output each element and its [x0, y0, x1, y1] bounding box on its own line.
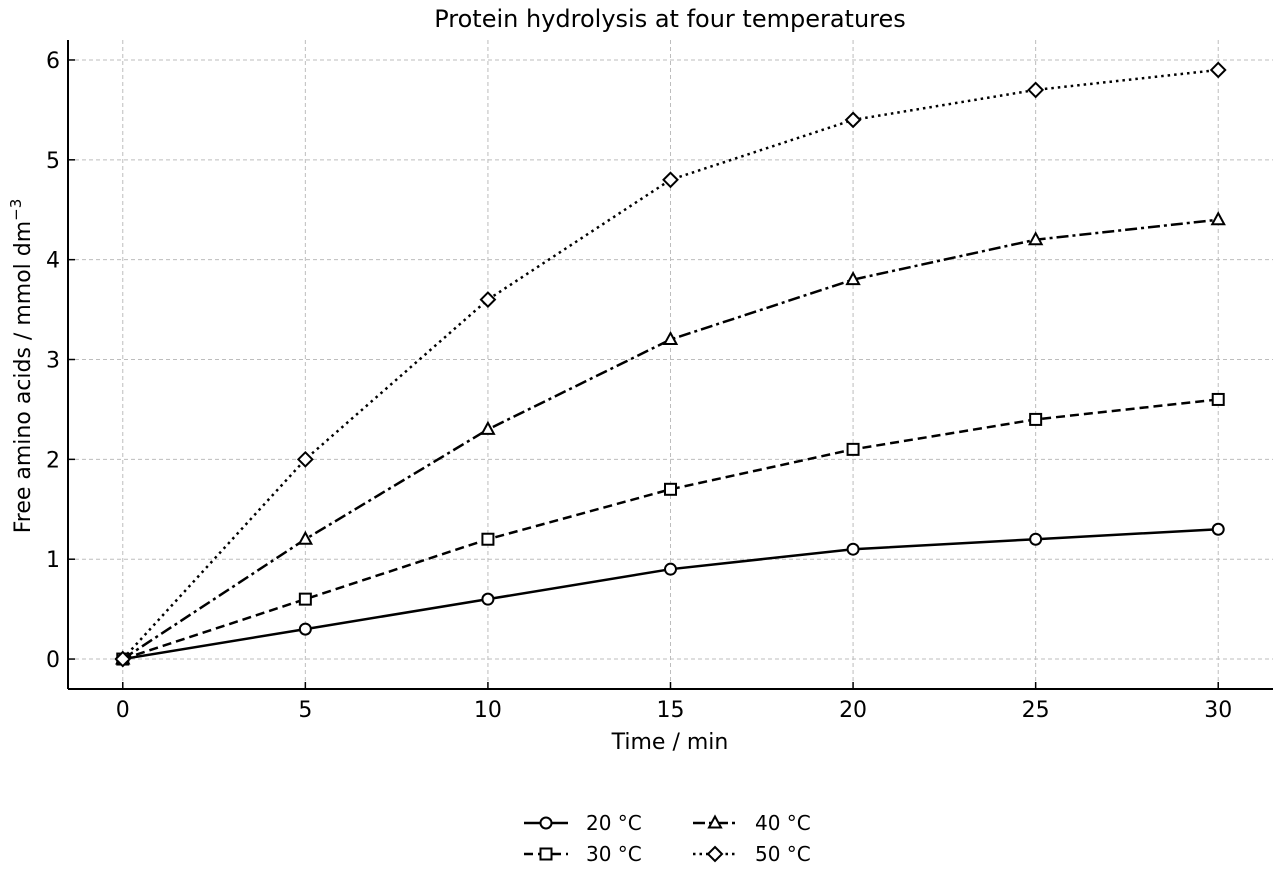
legend-label: 20 °C	[586, 811, 642, 835]
data-point	[1027, 81, 1045, 99]
x-tick-label: 5	[298, 698, 312, 723]
ticks: 0 5 10 15 20 25 30 0 1 2 3 4 5 6	[46, 49, 1232, 723]
x-tick-label: 0	[116, 698, 130, 723]
data-point	[296, 450, 314, 468]
x-tick-label: 25	[1022, 698, 1050, 723]
y-tick-label: 3	[46, 349, 60, 374]
legend: 20 °C 30 °C 40 °C 50 °C	[524, 811, 811, 866]
legend-marker	[707, 814, 723, 829]
data-point	[1029, 532, 1043, 546]
x-tick-label: 20	[839, 698, 867, 723]
data-point	[298, 622, 312, 636]
series-4	[114, 61, 1227, 668]
legend-marker	[706, 845, 724, 863]
x-axis-label: Time / min	[611, 730, 729, 755]
chart-title: Protein hydrolysis at four temperatures	[434, 5, 906, 33]
data-point	[846, 542, 860, 556]
legend-item: 30 °C	[524, 842, 642, 866]
y-tick-label: 1	[46, 548, 60, 573]
data-point	[1211, 522, 1225, 536]
data-point	[1211, 392, 1225, 406]
y-tick-label: 6	[46, 49, 60, 74]
data-point	[845, 271, 861, 286]
y-axis-label-main: Free amino acids / mmol dm	[11, 221, 36, 533]
data-point	[1209, 61, 1227, 79]
data-point	[664, 562, 677, 576]
data-point	[297, 530, 314, 545]
y-axis-label: Free amino acids / mmol dm−3	[7, 199, 36, 534]
legend-item: 20 °C	[524, 811, 642, 835]
series-2	[116, 392, 1225, 666]
data-point	[1027, 231, 1044, 246]
legend-item: 50 °C	[693, 842, 811, 866]
data-point	[480, 420, 496, 435]
data-point	[664, 482, 677, 496]
y-tick-label: 0	[46, 648, 60, 673]
legend-marker	[539, 847, 553, 861]
data-point	[662, 171, 679, 189]
legend-marker	[539, 816, 553, 830]
legend-item: 40 °C	[693, 811, 811, 835]
data-point	[298, 592, 312, 606]
x-tick-label: 15	[657, 698, 685, 723]
data-point	[114, 650, 132, 668]
data-point	[479, 291, 497, 309]
legend-label: 40 °C	[755, 811, 811, 835]
legend-label: 50 °C	[755, 842, 811, 866]
data-point	[1210, 211, 1226, 226]
y-tick-label: 4	[46, 249, 60, 274]
y-axis-label-superscript: −3	[7, 199, 25, 221]
data-point	[481, 592, 495, 606]
grid	[68, 40, 1273, 689]
data-point	[846, 442, 860, 456]
x-tick-label: 10	[474, 698, 502, 723]
data-point	[1029, 412, 1043, 426]
legend-label: 30 °C	[586, 842, 642, 866]
data-point	[481, 532, 495, 546]
y-tick-label: 5	[46, 149, 60, 174]
x-tick-label: 30	[1204, 698, 1232, 723]
y-tick-label: 2	[46, 448, 60, 473]
series-layer	[114, 61, 1227, 668]
data-point	[662, 330, 679, 346]
data-point	[844, 111, 862, 129]
series-line	[122, 398, 1219, 661]
